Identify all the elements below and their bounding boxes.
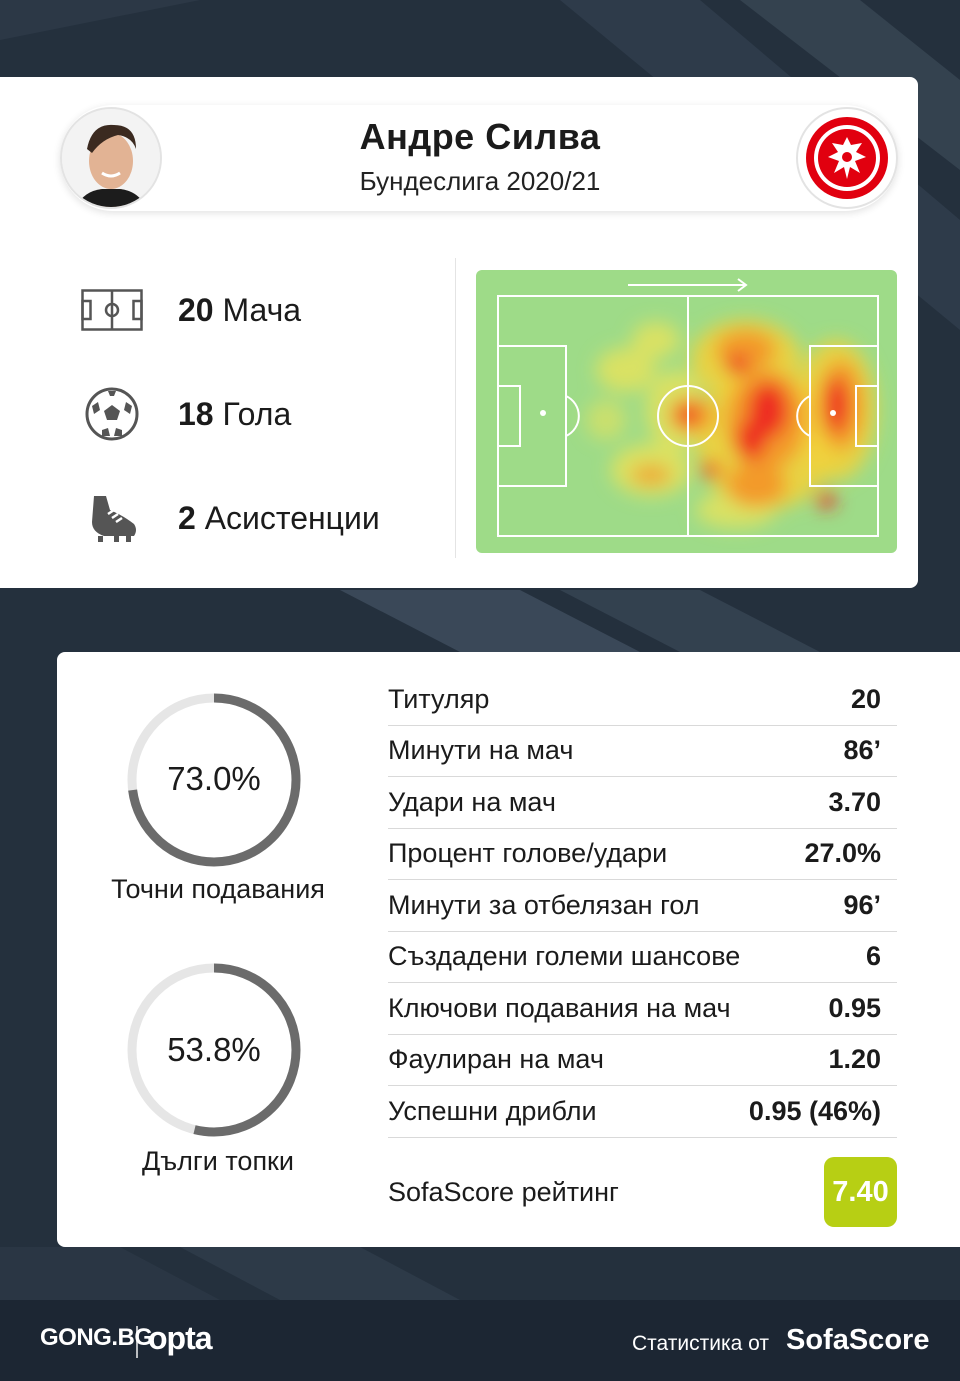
stat-label: Удари на мач <box>388 786 556 817</box>
summary-assists-label: Асистенции <box>204 499 380 536</box>
summary-matches-label: Мача <box>222 291 302 328</box>
detailed-stats-card <box>57 652 960 1247</box>
stat-label: Процент голове/удари <box>388 838 668 869</box>
stat-value: 27.0% <box>804 838 881 869</box>
competition-season: Бундеслига 2020/21 <box>359 166 601 196</box>
stat-label: Титуляр <box>388 683 490 714</box>
accurate-passes-ring-fill <box>127 693 301 867</box>
stat-value: 6 <box>865 941 881 972</box>
opta-logo: opta <box>148 1320 213 1356</box>
stat-row: Създадени големи шансове 6 <box>388 932 897 983</box>
stat-row: Успешни дрибли 0.95 (46%) <box>388 1086 897 1138</box>
stat-value: 0.95 (46%) <box>748 1095 881 1126</box>
stat-value: 1.20 <box>828 1044 881 1075</box>
stat-row: Фаулиран на мач 1.20 <box>388 1035 897 1086</box>
player-name: Андре Силва <box>359 116 601 157</box>
stat-row: Минути на мач 86’ <box>388 726 897 777</box>
stat-value: 20 <box>850 683 881 714</box>
stats-table: Титуляр 20 Минути на мач 86’ Удари на мач 3.7… <box>388 674 897 1138</box>
long-balls-value: 53.8% <box>167 1031 261 1068</box>
summary-goals-value: 18 <box>178 395 214 432</box>
summary-divider <box>455 258 456 558</box>
stat-row: Титуляр 20 <box>388 674 897 726</box>
stat-row: Минути за отбелязан гол 96’ <box>388 880 897 932</box>
sofascore-logo: SofaScore <box>786 1324 930 1356</box>
ball-icon <box>80 384 144 444</box>
heatmap-density <box>586 320 876 528</box>
accurate-passes-ring <box>127 693 301 867</box>
stat-label: Минути на мач <box>388 735 574 766</box>
club-crest-icon <box>796 107 898 209</box>
summary-matches-value: 20 <box>178 291 214 328</box>
stat-row: Удари на мач 3.70 <box>388 777 897 829</box>
accurate-passes-value: 73.0% <box>167 760 261 797</box>
stat-label: Фаулиран на мач <box>388 1044 604 1075</box>
summary-assists: 2 Асистенции <box>80 488 380 548</box>
footer: GONG.BG opta Статистика от SofaScore <box>0 1300 960 1381</box>
stat-value: 0.95 <box>828 992 881 1023</box>
stats-by-label: Статистика от <box>632 1332 769 1355</box>
player-avatar <box>60 107 162 209</box>
summary-goals-label: Гола <box>222 395 292 432</box>
rating-row: SofaScore рейтинг 7.40 <box>388 1157 897 1227</box>
summary-goals: 18 Гола <box>80 384 291 444</box>
long-balls-ring <box>127 963 301 1137</box>
stat-row: Ключови подавания на мач 0.95 <box>388 983 897 1035</box>
footer-separator <box>136 1326 138 1358</box>
stat-label: Ключови подавания на мач <box>388 992 731 1023</box>
boot-icon <box>80 488 144 548</box>
gong-logo: GONG.BG <box>40 1324 153 1351</box>
long-balls-label: Дълги топки <box>142 1146 294 1176</box>
stat-value: 86’ <box>843 735 881 766</box>
accurate-passes-label: Точни подавания <box>111 874 325 904</box>
summary-matches: 20 Мача <box>80 280 301 340</box>
heatmap <box>476 270 897 553</box>
stat-value: 3.70 <box>828 786 881 817</box>
pitch-lines <box>497 278 879 537</box>
summary-assists-value: 2 <box>178 499 196 536</box>
stat-row: Процент голове/удари 27.0% <box>388 829 897 880</box>
rating-badge: 7.40 <box>824 1157 897 1227</box>
player-header <box>60 105 898 211</box>
rating-label: SofaScore рейтинг <box>388 1176 619 1207</box>
long-balls-ring-fill <box>127 963 301 1137</box>
stat-label: Успешни дрибли <box>388 1095 597 1126</box>
stat-value: 96’ <box>843 889 881 920</box>
stat-label: Минути за отбелязан гол <box>388 889 700 920</box>
stat-label: Създадени големи шансове <box>388 941 741 972</box>
pitch-icon <box>80 280 144 340</box>
